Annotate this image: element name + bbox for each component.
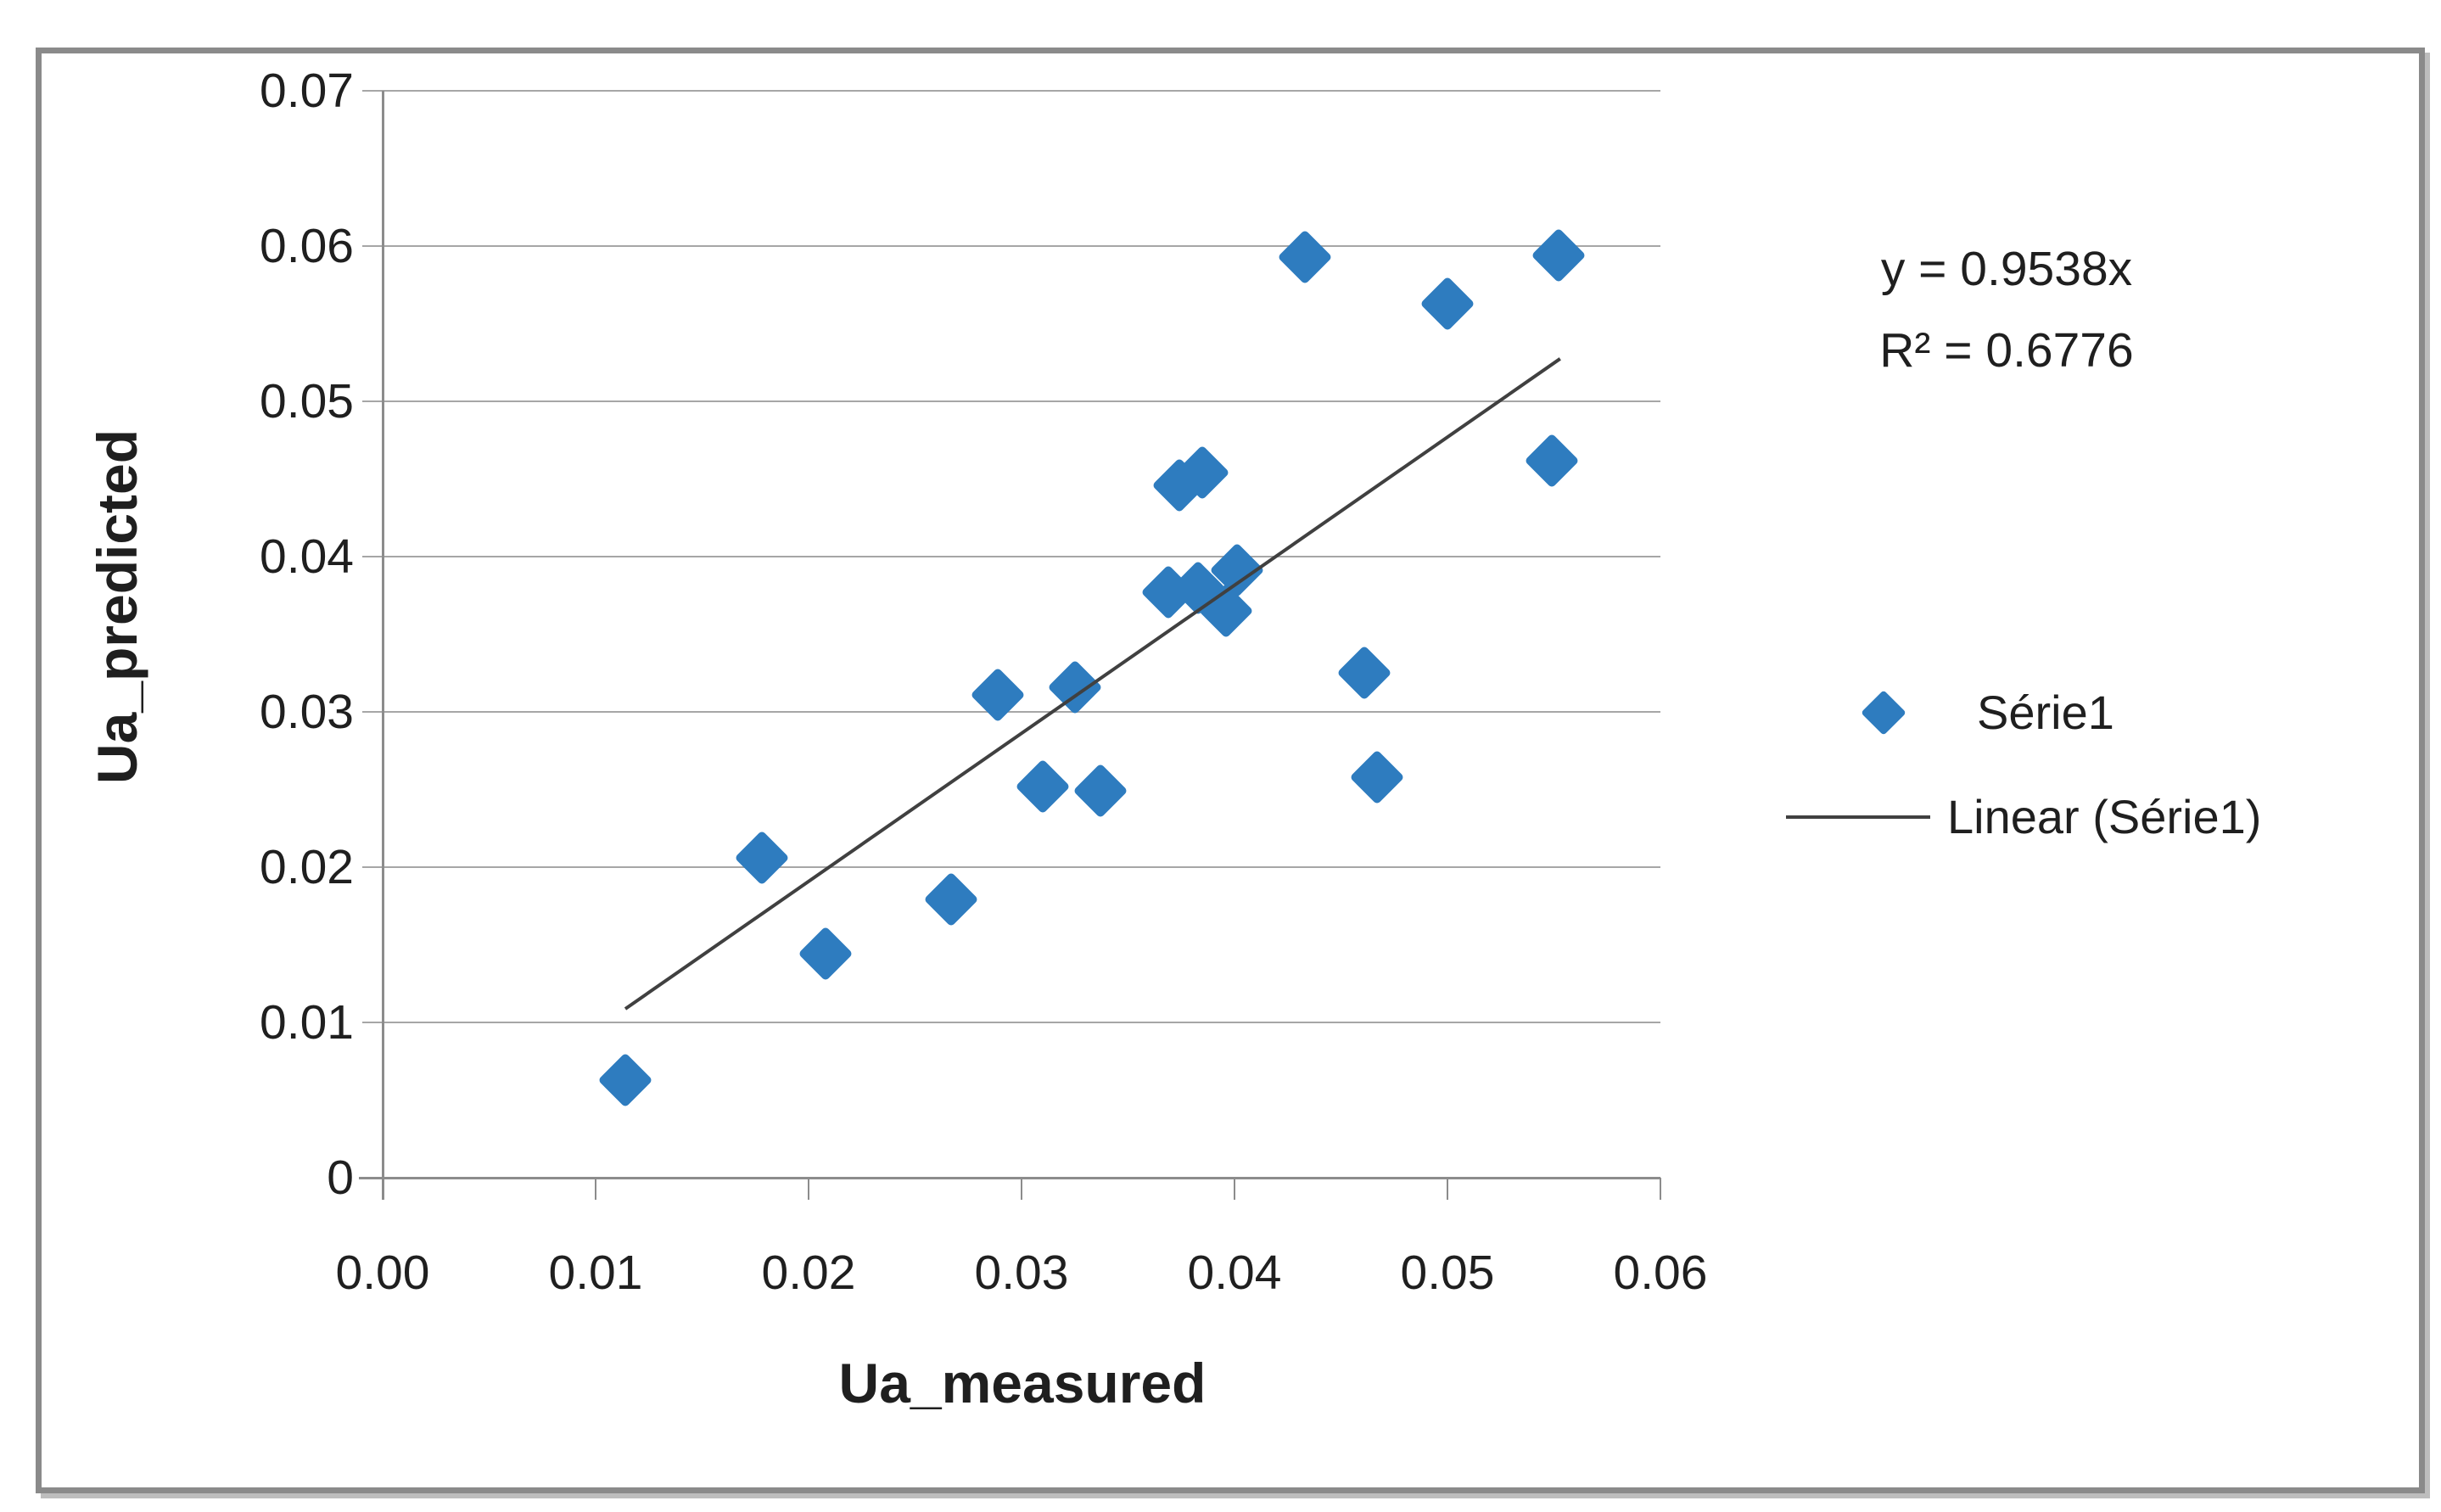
x-tick-label: 0.04	[1187, 1246, 1282, 1300]
y-gridline	[362, 245, 1660, 247]
legend-label-serie1: Série1	[1977, 686, 2114, 739]
trendline-equation-block: y = 0.9538x R² = 0.6776	[1794, 228, 2219, 391]
y-axis-title: Ua_predicted	[86, 428, 148, 785]
y-axis-line	[382, 91, 384, 1200]
x-tick-mark	[595, 1178, 596, 1200]
x-tick-label: 0.03	[974, 1246, 1069, 1300]
y-gridline	[362, 1022, 1660, 1023]
x-axis-line	[359, 1177, 1660, 1179]
legend-trendline-sample-icon	[1786, 815, 1930, 819]
x-tick-mark	[1021, 1178, 1022, 1200]
legend-label-linear: Linear (Série1)	[1947, 790, 2262, 843]
y-tick-label: 0.03	[260, 685, 354, 739]
x-axis-title: Ua_measured	[838, 1352, 1207, 1414]
x-tick-label: 0.02	[761, 1246, 856, 1300]
chart-border-frame	[36, 48, 2425, 1493]
y-tick-label: 0.01	[260, 995, 354, 1050]
y-tick-label: 0.07	[260, 64, 354, 118]
x-tick-mark	[1660, 1178, 1661, 1200]
x-tick-mark	[1234, 1178, 1235, 1200]
x-tick-label: 0.05	[1400, 1246, 1495, 1300]
x-tick-mark	[382, 1178, 384, 1200]
x-tick-label: 0.01	[548, 1246, 643, 1300]
y-tick-label: 0.04	[260, 529, 354, 584]
y-tick-label: 0.02	[260, 840, 354, 894]
y-gridline	[362, 866, 1660, 868]
trendline-equation-text: y = 0.9538x	[1880, 242, 2133, 296]
y-tick-label: 0.05	[260, 374, 354, 428]
x-tick-label: 0.06	[1613, 1246, 1708, 1300]
y-gridline	[362, 90, 1660, 92]
y-gridline	[362, 711, 1660, 713]
x-tick-mark	[1447, 1178, 1448, 1200]
x-tick-mark	[808, 1178, 809, 1200]
y-tick-label: 0	[327, 1151, 354, 1205]
y-gridline	[362, 556, 1660, 557]
y-gridline	[362, 400, 1660, 402]
y-tick-label: 0.06	[260, 219, 354, 273]
r-squared-text: R² = 0.6776	[1879, 323, 2134, 378]
x-tick-label: 0.00	[335, 1246, 430, 1300]
